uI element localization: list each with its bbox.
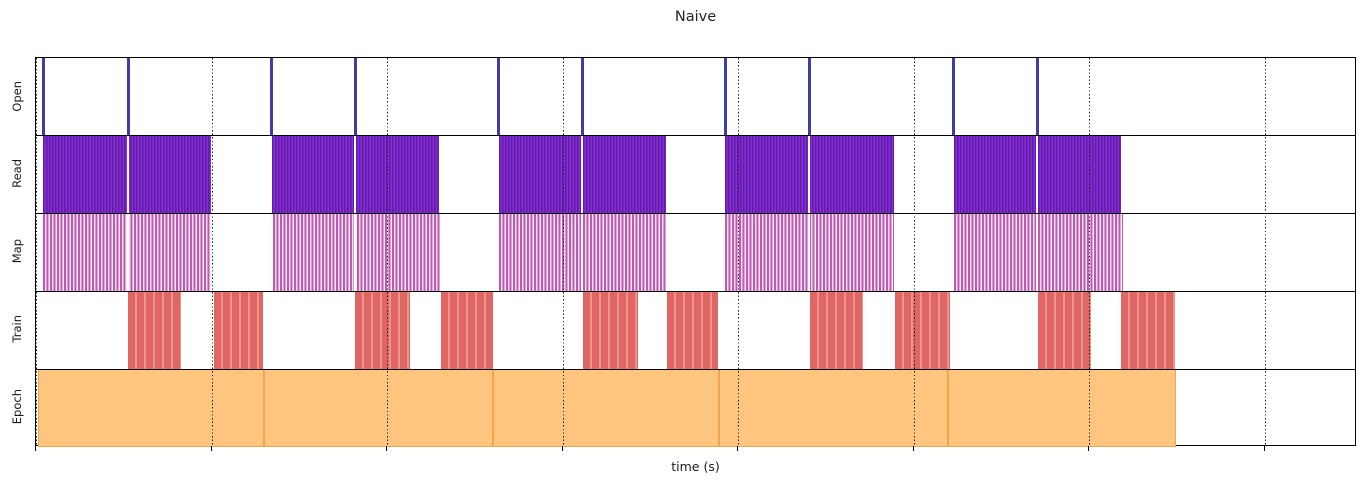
read-gap-line — [808, 135, 810, 214]
x-axis-tick — [1088, 446, 1089, 451]
map-gap-line — [808, 213, 810, 292]
map-gap-line — [581, 213, 583, 292]
row-label-train-text: Train — [10, 315, 24, 344]
x-gridline — [211, 58, 213, 445]
chart-title: Naive — [674, 9, 717, 25]
open-event-line — [723, 58, 727, 136]
map-gap-line — [127, 213, 129, 292]
epoch-span — [493, 369, 719, 447]
row-label-read-text: Read — [10, 159, 24, 189]
epoch-span — [948, 369, 1176, 447]
row-boundary-line — [36, 135, 1355, 137]
row-label-read: Read — [4, 135, 30, 213]
x-gridline — [1264, 58, 1266, 445]
x-axis-tick — [912, 446, 914, 451]
row-boundary-line — [36, 290, 1355, 292]
open-event-line — [353, 58, 357, 136]
row-label-map: Map — [4, 213, 30, 291]
row-boundary-line — [36, 368, 1355, 370]
map-gap-line — [1036, 213, 1038, 292]
train-span — [583, 291, 638, 370]
map-span — [954, 213, 1123, 292]
read-gap-line — [581, 135, 583, 214]
read-span — [43, 135, 211, 214]
train-span — [895, 291, 950, 370]
open-event-line — [1035, 58, 1039, 136]
train-span — [214, 291, 263, 370]
x-axis-tick — [1263, 446, 1265, 451]
x-gridline — [562, 58, 564, 445]
x-axis-tick — [210, 446, 212, 451]
open-event-line — [41, 58, 45, 136]
open-event-line — [496, 58, 500, 136]
train-span — [128, 291, 181, 370]
epoch-span — [38, 369, 264, 447]
train-span — [441, 291, 493, 370]
plot-area — [35, 57, 1356, 447]
x-gridline — [1089, 58, 1090, 445]
open-event-line — [807, 58, 811, 136]
row-label-epoch: Epoch — [4, 368, 30, 446]
train-span — [1038, 291, 1091, 370]
open-event-line — [951, 58, 955, 136]
read-gap-line — [127, 135, 129, 214]
read-gap-line — [354, 135, 356, 214]
epoch-span — [264, 369, 493, 447]
train-span — [355, 291, 410, 370]
train-span — [810, 291, 863, 370]
row-boundary-line — [36, 213, 1355, 215]
x-axis-tick — [386, 446, 387, 451]
row-label-train: Train — [4, 290, 30, 368]
open-event-line — [126, 58, 130, 136]
x-axis-label: time (s) — [671, 459, 720, 474]
read-gap-line — [1036, 135, 1038, 214]
map-span — [43, 213, 211, 292]
open-event-line — [580, 58, 584, 136]
x-gridline — [36, 58, 37, 445]
x-gridline — [387, 58, 388, 445]
x-gridline — [913, 58, 915, 445]
open-event-line — [269, 58, 273, 136]
map-span — [273, 213, 440, 292]
row-label-map-text: Map — [10, 239, 24, 264]
row-label-epoch-text: Epoch — [10, 389, 24, 425]
row-label-open-text: Open — [10, 80, 24, 112]
x-axis-tick — [35, 446, 36, 451]
train-span — [667, 291, 718, 370]
x-gridline — [738, 58, 739, 445]
row-label-open: Open — [4, 57, 30, 135]
x-axis-tick — [561, 446, 563, 451]
map-gap-line — [354, 213, 356, 292]
train-span — [1121, 291, 1175, 370]
x-axis-tick — [737, 446, 738, 451]
